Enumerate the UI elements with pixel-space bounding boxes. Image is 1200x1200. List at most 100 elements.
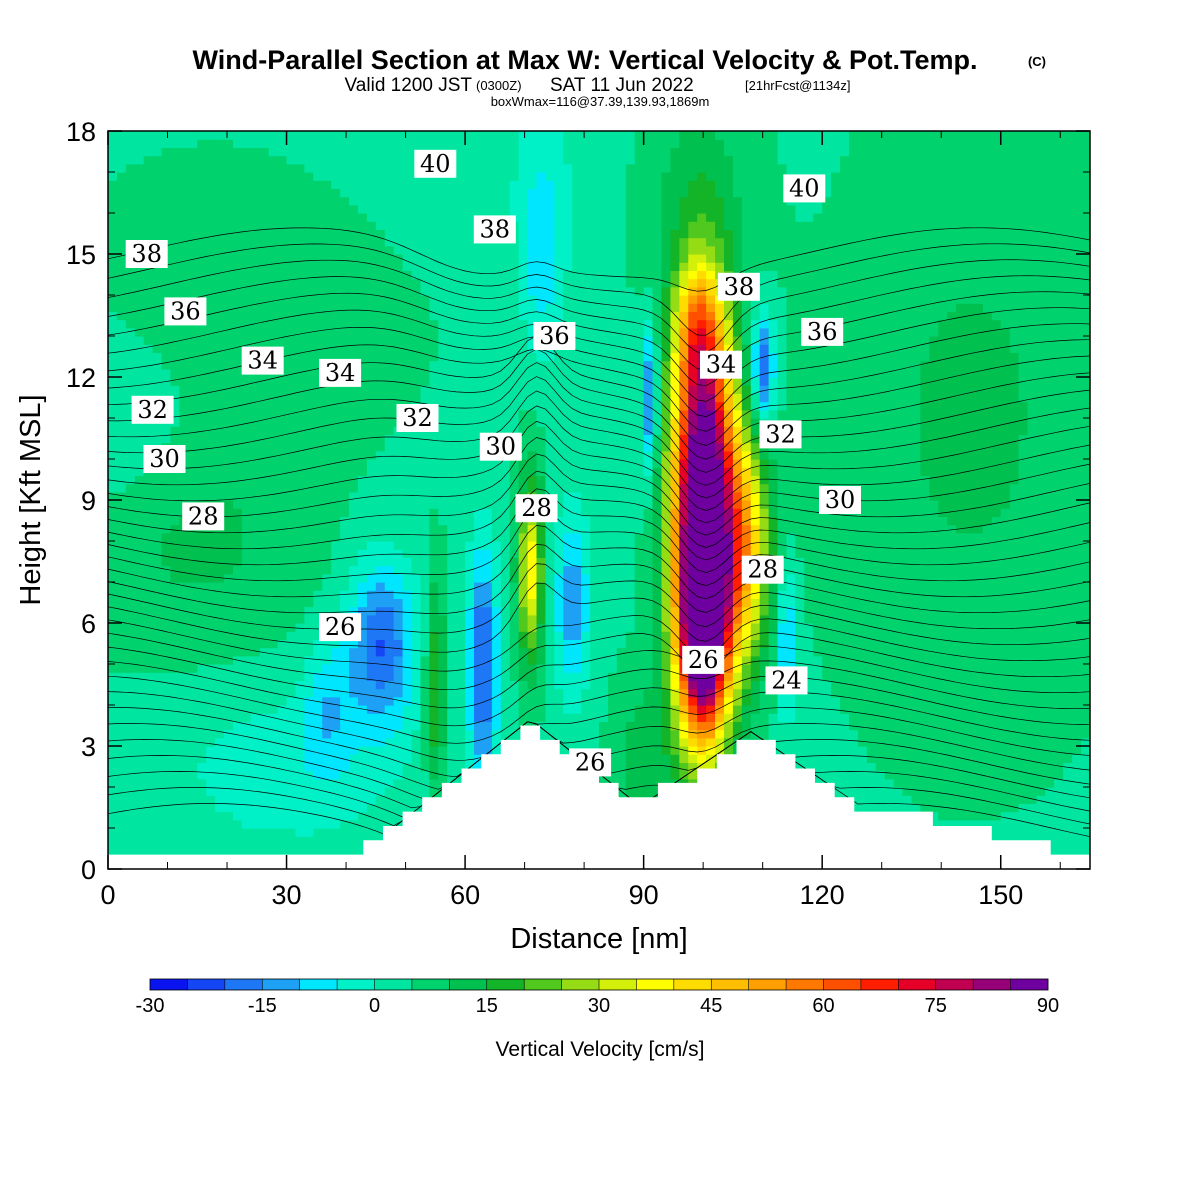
field-cell	[456, 286, 466, 296]
field-cell	[545, 565, 555, 575]
field-cell	[438, 262, 448, 271]
field-cell	[170, 213, 181, 222]
field-cell	[482, 500, 493, 509]
field-cell	[134, 844, 145, 854]
field-cell	[518, 664, 529, 673]
field-cell	[322, 549, 332, 558]
field-cell	[465, 631, 475, 640]
field-cell	[116, 385, 127, 394]
field-cell	[554, 360, 564, 370]
field-cell	[527, 147, 538, 157]
field-cell	[277, 254, 288, 263]
field-cell	[259, 557, 270, 567]
field-cell	[536, 631, 547, 640]
field-cell	[349, 344, 359, 353]
field-cell	[384, 229, 395, 239]
field-cell	[197, 664, 207, 673]
field-cell	[349, 295, 359, 304]
field-cell	[509, 131, 520, 140]
field-cell	[340, 278, 350, 288]
field-cell	[304, 565, 314, 575]
field-cell	[340, 131, 350, 140]
field-cell	[232, 393, 243, 403]
field-cell	[197, 131, 207, 140]
field-cell	[304, 516, 314, 526]
field-cell	[402, 442, 413, 452]
field-cell	[456, 393, 466, 403]
field-cell	[286, 303, 297, 312]
field-cell	[179, 828, 189, 837]
field-cell	[215, 327, 225, 337]
field-cell	[125, 459, 136, 468]
field-cell	[375, 696, 386, 706]
field-cell	[170, 385, 181, 394]
field-cell	[456, 229, 466, 239]
field-cell	[536, 729, 547, 739]
field-cell	[152, 549, 163, 558]
field-cell	[554, 475, 564, 485]
field-cell	[170, 155, 181, 165]
field-cell	[509, 664, 520, 673]
field-cell	[170, 491, 181, 501]
field-cell	[152, 655, 163, 665]
field-cell	[590, 311, 600, 321]
field-cell	[509, 319, 520, 329]
field-cell	[349, 582, 359, 591]
field-cell	[232, 500, 243, 509]
field-cell	[482, 360, 493, 370]
field-cell	[313, 737, 323, 747]
field-cell	[143, 590, 154, 599]
field-cell	[447, 770, 457, 780]
field-cell	[375, 713, 386, 722]
field-cell	[108, 262, 118, 271]
field-cell	[581, 327, 591, 337]
field-cell	[188, 188, 198, 198]
field-cell	[232, 836, 243, 845]
field-cell	[527, 418, 538, 427]
field-cell	[482, 524, 493, 534]
field-cell	[527, 713, 538, 722]
field-cell	[581, 467, 591, 476]
field-cell	[447, 483, 457, 493]
field-cell	[491, 139, 502, 148]
field-cell	[554, 188, 564, 198]
field-cell	[277, 557, 288, 567]
field-cell	[545, 573, 555, 583]
field-cell	[108, 819, 118, 829]
field-cell	[277, 286, 288, 296]
field-cell	[250, 532, 261, 542]
field-cell	[188, 237, 198, 247]
field-cell	[170, 803, 181, 813]
field-cell	[304, 450, 314, 460]
field-cell	[402, 721, 413, 731]
field-cell	[572, 270, 582, 280]
field-cell	[268, 614, 279, 624]
field-cell	[482, 270, 493, 280]
field-cell	[590, 590, 600, 599]
field-cell	[349, 385, 359, 394]
field-cell	[295, 442, 305, 452]
field-cell	[429, 696, 439, 706]
field-cell	[420, 278, 430, 288]
field-cell	[563, 131, 573, 140]
field-cell	[206, 828, 216, 837]
field-cell	[474, 393, 484, 403]
field-cell	[509, 467, 520, 476]
field-cell	[179, 245, 189, 255]
field-cell	[215, 737, 225, 747]
field-cell	[197, 377, 207, 386]
field-cell	[375, 360, 386, 370]
field-cell	[527, 655, 538, 665]
field-cell	[161, 368, 172, 378]
field-cell	[170, 204, 181, 214]
field-cell	[411, 762, 422, 772]
field-cell	[563, 311, 573, 321]
field-cell	[241, 844, 252, 854]
field-cell	[143, 344, 154, 353]
field-cell	[143, 385, 154, 394]
field-cell	[322, 565, 332, 575]
field-cell	[232, 344, 243, 353]
field-cell	[116, 368, 127, 378]
field-cell	[429, 729, 439, 739]
field-cell	[411, 483, 422, 493]
